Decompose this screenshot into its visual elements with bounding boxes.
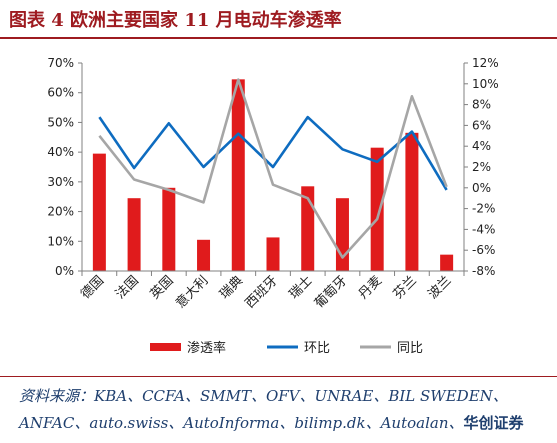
bar-9 xyxy=(405,132,419,271)
x-tick-label-6: 瑞士 xyxy=(287,273,316,302)
legend-label-1: 环比 xyxy=(304,341,330,356)
bar-4 xyxy=(231,79,245,271)
right-tick-label-2: -4% xyxy=(472,222,495,236)
x-tick-label-3: 意大利 xyxy=(172,273,211,312)
bar-8 xyxy=(370,147,384,271)
bar-2 xyxy=(162,187,176,271)
legend-label-2: 同比 xyxy=(397,341,423,356)
left-tick-label-1: 10% xyxy=(47,234,74,248)
right-tick-label-10: 12% xyxy=(472,56,499,70)
left-tick-label-7: 70% xyxy=(47,56,74,70)
source-prefix: 资料来源： xyxy=(19,387,95,405)
source-rule xyxy=(0,376,557,377)
x-tick-label-9: 芬兰 xyxy=(391,273,420,302)
penetration-chart: 0% 10% 20% 30% 40% 50% 60% 70% -8% -6% -4% -2% 0% 2% 4… xyxy=(47,56,499,356)
x-tick-label-7: 葡萄牙 xyxy=(312,273,350,311)
series-line-1 xyxy=(98,78,448,259)
source-note: 资料来源：KBA、CCFA、SMMT、OFV、UNRAE、BIL SWEDEN、… xyxy=(19,383,549,437)
bar-3 xyxy=(197,239,211,271)
figure-title: 图表 4 欧洲主要国家 11 月电动车渗透率 xyxy=(9,10,342,31)
right-tick-label-9: 10% xyxy=(472,77,499,91)
source-list: KBA、CCFA、SMMT、OFV、UNRAE、BIL SWEDEN、ANFAC… xyxy=(19,387,508,432)
x-tick-label-2: 英国 xyxy=(148,273,177,302)
right-tick-label-4: 0% xyxy=(472,181,491,195)
x-tick-label-10: 波兰 xyxy=(425,273,454,302)
bar-7 xyxy=(335,198,349,271)
source-brand: 华创证券 xyxy=(463,414,524,432)
right-tick-label-7: 6% xyxy=(472,118,491,132)
title-rule xyxy=(0,37,557,39)
x-tick-label-5: 西班牙 xyxy=(243,273,281,311)
x-tick-label-0: 德国 xyxy=(78,273,107,302)
right-tick-label-8: 8% xyxy=(472,98,491,112)
right-tick-label-6: 4% xyxy=(472,139,491,153)
legend-label-0: 渗透率 xyxy=(187,340,226,356)
bar-0 xyxy=(92,153,106,271)
left-tick-label-0: 0% xyxy=(55,264,74,278)
bar-5 xyxy=(266,237,280,271)
bar-6 xyxy=(301,186,315,271)
x-tick-label-1: 法国 xyxy=(113,273,142,302)
left-tick-label-2: 20% xyxy=(47,205,74,219)
left-tick-label-6: 60% xyxy=(47,86,74,100)
bar-10 xyxy=(440,254,454,271)
right-tick-label-3: -2% xyxy=(472,202,495,216)
legend-swatch-0 xyxy=(150,343,181,351)
bar-1 xyxy=(127,198,141,271)
right-tick-label-1: -6% xyxy=(472,243,495,257)
left-tick-label-4: 40% xyxy=(47,145,74,159)
left-tick-label-3: 30% xyxy=(47,175,74,189)
x-tick-label-8: 丹麦 xyxy=(356,273,385,302)
x-tick-label-4: 瑞典 xyxy=(217,273,246,302)
right-tick-label-5: 2% xyxy=(472,160,491,174)
left-tick-label-5: 50% xyxy=(47,115,74,129)
series-line-0 xyxy=(98,115,448,191)
right-tick-label-0: -8% xyxy=(472,264,495,278)
